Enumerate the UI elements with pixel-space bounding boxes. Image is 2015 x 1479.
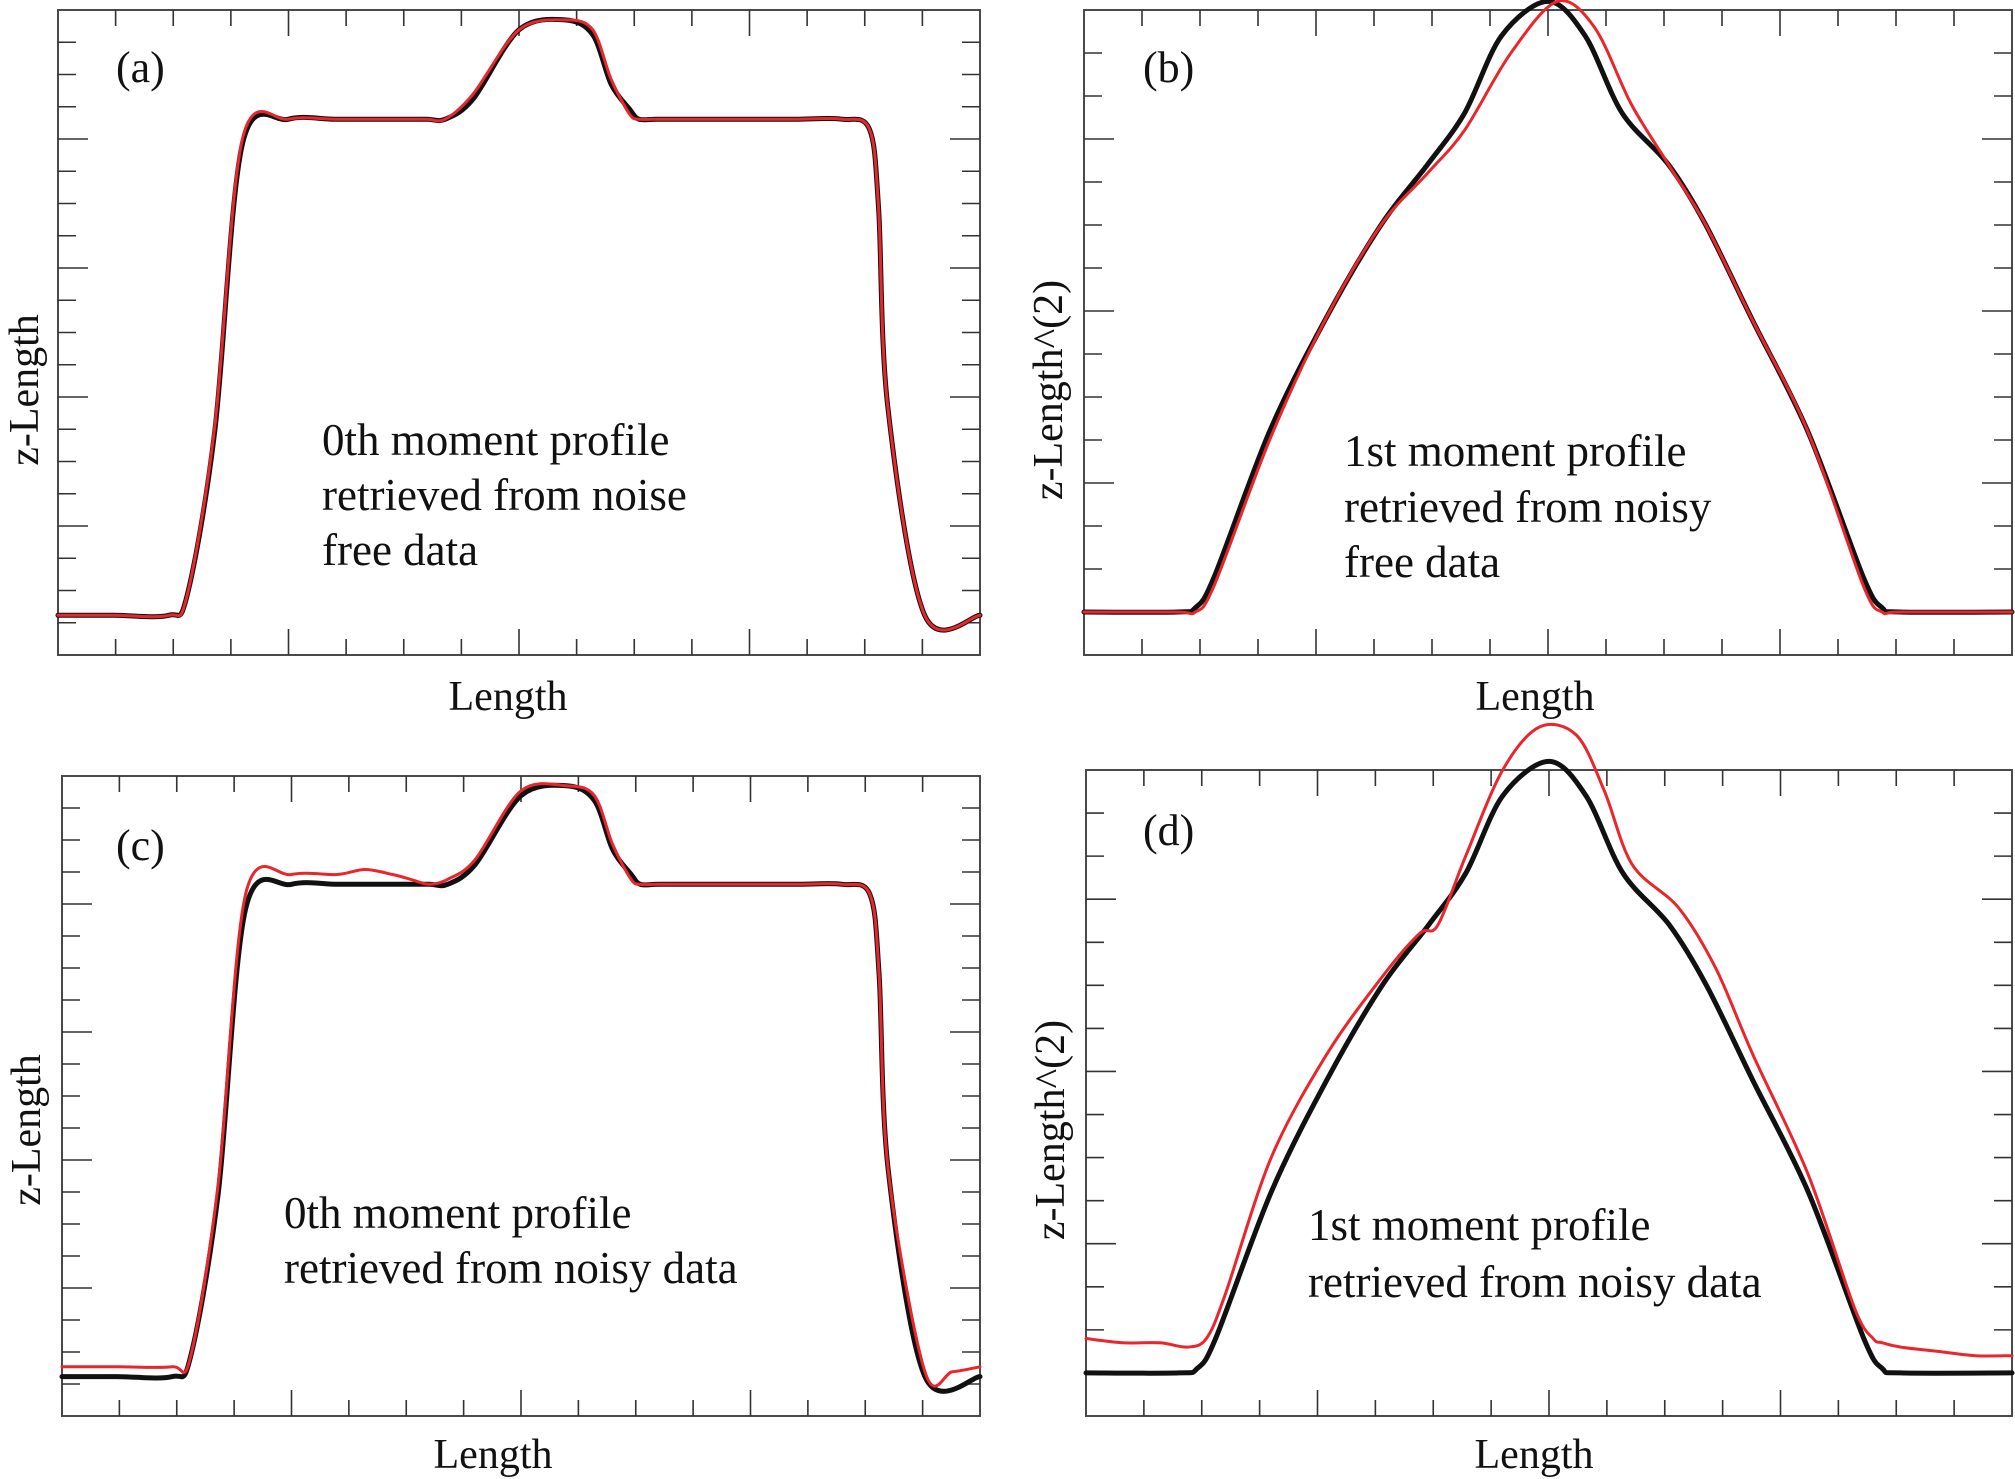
panel-label: (b) — [1143, 43, 1194, 92]
annotation-line: 1st moment profile — [1344, 426, 1686, 476]
panel-c: (c) 0th moment profile retrieved from no… — [4, 775, 983, 1478]
panel-d: (d) 1st moment profile retrieved from no… — [1028, 722, 2015, 1478]
annotation-line: 0th moment profile — [284, 1188, 631, 1238]
y-axis-label: z-Length^(2) — [1026, 280, 1072, 500]
x-axis-label: Length — [434, 1432, 553, 1478]
annotation-line: retrieved from noisy data — [1308, 1257, 1762, 1307]
annotation-line: free data — [1344, 537, 1500, 587]
tick-group — [58, 10, 980, 655]
panel-label: (d) — [1143, 806, 1194, 855]
x-axis-label: Length — [449, 674, 568, 720]
series-line-retrieved — [1084, 722, 2014, 1358]
series-line-true — [1083, 758, 2015, 1376]
annotation-line: 1st moment profile — [1308, 1200, 1650, 1250]
annotation-line: retrieved from noisy — [1344, 482, 1712, 532]
panel-a: (a) 0th moment profile retrieved from no… — [2, 9, 983, 720]
annotation-line: retrieved from noisy data — [284, 1243, 738, 1293]
y-axis-label: z-Length — [2, 314, 48, 466]
x-axis-label: Length — [1476, 674, 1595, 720]
series-group — [1083, 722, 2015, 1376]
series-line-retrieved — [56, 18, 982, 632]
series-line-true — [59, 782, 983, 1394]
series-group — [59, 782, 983, 1394]
series-line-retrieved — [1082, 0, 2014, 616]
series-group — [1081, 0, 2015, 616]
panel-label: (a) — [116, 43, 165, 92]
series-line-true — [55, 16, 983, 633]
annotation-line: 0th moment profile — [322, 415, 669, 465]
annotation-line: retrieved from noise — [322, 470, 687, 520]
series-line-retrieved — [60, 782, 982, 1388]
annotation-line: free data — [322, 525, 478, 575]
y-axis-label: z-Length — [4, 1054, 50, 1206]
panel-label: (c) — [116, 821, 165, 870]
x-axis-label: Length — [1475, 1432, 1594, 1478]
series-line-true — [1081, 0, 2015, 615]
tick-group — [1086, 770, 2012, 1416]
y-axis-label: z-Length^(2) — [1028, 1020, 1074, 1240]
panel-b: (b) 1st moment profile retrieved from no… — [1026, 0, 2015, 720]
series-group — [55, 16, 983, 633]
